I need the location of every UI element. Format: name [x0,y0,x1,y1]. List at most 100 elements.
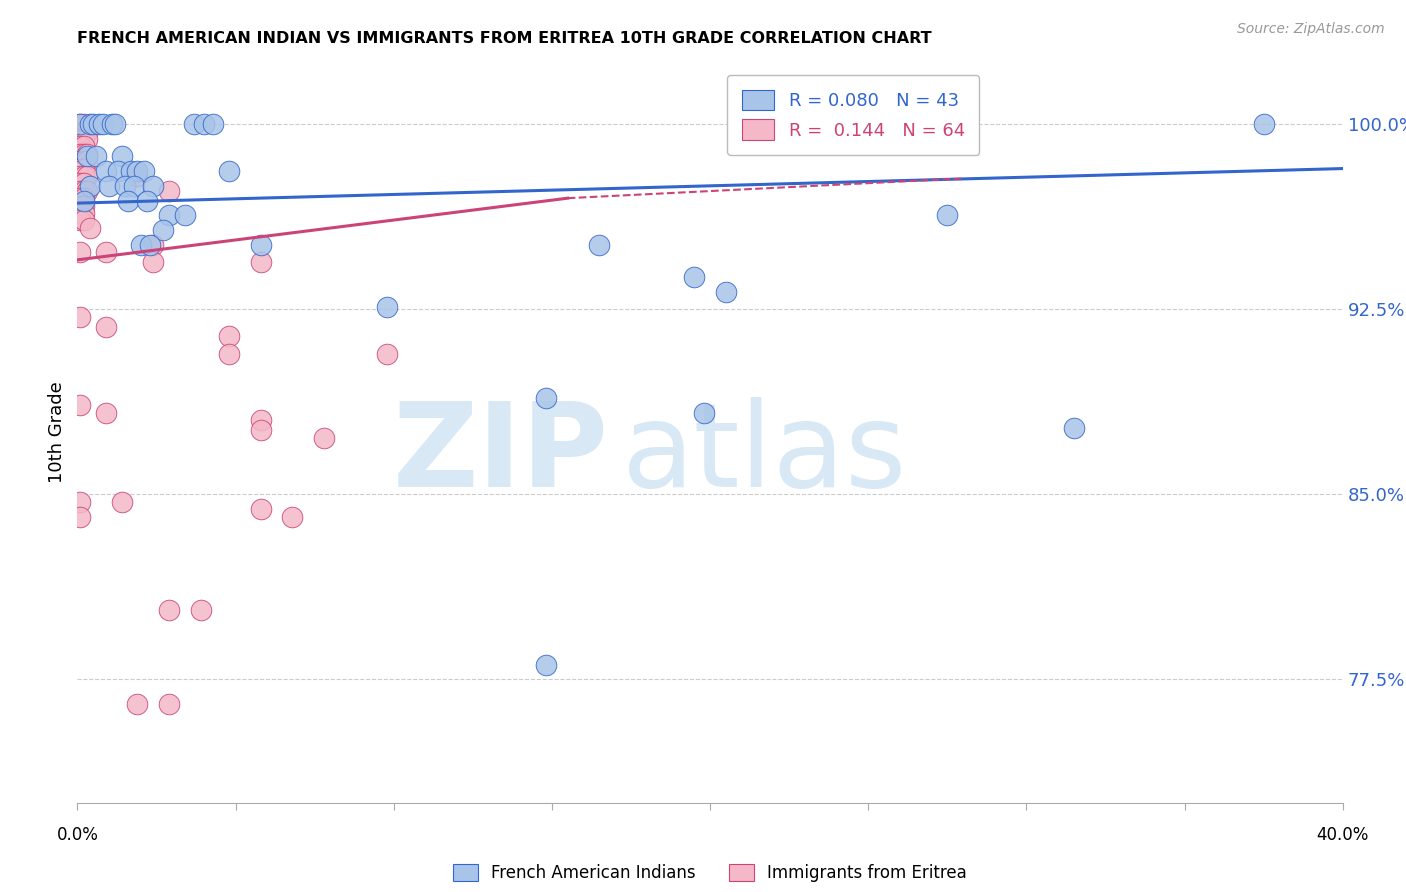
Point [69,399,91,413]
Point [135,194,157,208]
Point [190,603,212,617]
Point [139,238,162,252]
Point [129,238,152,252]
Point [111,494,132,508]
Point [683,270,706,285]
Point [69,169,91,183]
Point [69,310,91,324]
Point [127,697,149,711]
Point [69,124,91,138]
Point [76,169,98,183]
Point [98,178,120,193]
Point [79,178,101,193]
Point [94,406,117,420]
Point [69,117,91,131]
Legend: French American Indians, Immigrants from Eritrea: French American Indians, Immigrants from… [444,856,976,891]
Point [174,209,197,223]
Point [73,146,96,161]
Point [157,697,180,711]
Point [157,603,180,617]
Point [218,329,240,343]
Point [73,198,96,212]
Text: 0.0%: 0.0% [56,826,98,844]
Point [94,164,117,178]
Text: ZIP: ZIP [392,397,609,512]
Point [157,184,180,198]
Point [91,117,114,131]
Point [250,413,273,427]
Point [250,255,273,269]
Point [79,220,101,235]
Point [69,198,91,212]
Point [73,154,96,169]
Point [69,161,91,176]
Point [218,346,240,360]
Point [111,149,132,163]
Point [76,154,98,169]
Point [76,124,98,138]
Point [69,146,91,161]
Point [69,494,91,508]
Text: FRENCH AMERICAN INDIAN VS IMMIGRANTS FROM ERITREA 10TH GRADE CORRELATION CHART: FRENCH AMERICAN INDIAN VS IMMIGRANTS FRO… [77,31,932,46]
Point [101,117,124,131]
Point [76,146,98,161]
Point [142,238,165,252]
Point [107,164,129,178]
Point [76,149,98,163]
Text: 40.0%: 40.0% [1316,826,1369,844]
Point [73,124,96,138]
Point [69,184,91,198]
Point [281,509,304,524]
Point [693,406,716,420]
Point [69,213,91,227]
Point [73,213,96,227]
Point [73,132,96,146]
Point [250,238,273,252]
Point [69,132,91,146]
Point [69,177,91,191]
Point [936,209,959,223]
Point [534,391,557,405]
Point [157,209,180,223]
Point [79,117,101,131]
Point [250,502,273,516]
Point [1063,420,1085,434]
Point [73,194,96,208]
Point [120,164,142,178]
Point [193,117,215,131]
Point [69,139,91,153]
Point [69,191,91,205]
Point [104,117,127,131]
Point [73,161,96,176]
Point [69,245,91,260]
Point [1253,117,1275,131]
Point [312,431,335,445]
Point [114,178,136,193]
Point [94,245,117,260]
Point [127,169,149,183]
Text: Source: ZipAtlas.com: Source: ZipAtlas.com [1237,22,1385,37]
Point [76,184,98,198]
Point [73,206,96,220]
Point [117,194,139,208]
Point [534,657,557,672]
Point [86,149,108,163]
Point [183,117,205,131]
Point [73,117,96,131]
Point [73,191,96,205]
Point [82,117,104,131]
Point [218,164,240,178]
Point [73,177,96,191]
Point [127,164,149,178]
Y-axis label: 10th Grade: 10th Grade [48,382,66,483]
Point [377,346,399,360]
Point [89,117,111,131]
Point [73,184,96,198]
Point [73,169,96,183]
Point [132,164,155,178]
Point [94,319,117,334]
Point [69,117,91,131]
Point [250,423,273,437]
Point [69,154,91,169]
Point [588,238,610,252]
